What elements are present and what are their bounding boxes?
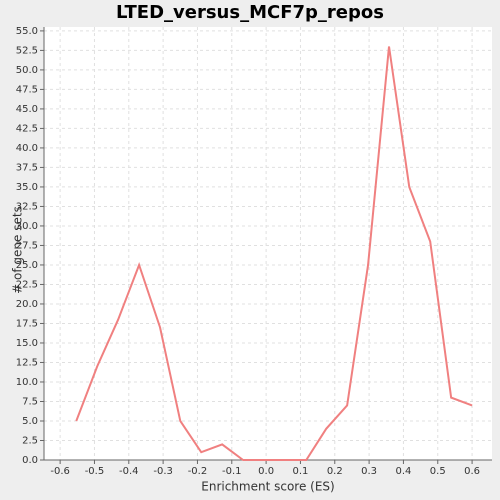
y-axis-label: # of gene sets [11,206,25,294]
y-tick-label: 42.5 [16,123,38,134]
y-tick-label: 2.5 [22,435,38,446]
x-tick-label: 0.1 [292,466,308,477]
y-tick-label: 5.0 [22,416,38,427]
plot-area [44,27,492,460]
chart-title: LTED_versus_MCF7p_repos [116,2,384,23]
x-axis-label: Enrichment score (ES) [201,480,334,494]
x-tick-label: 0.0 [258,466,274,477]
y-tick-label: 20.0 [16,299,38,310]
x-tick-label: 0.6 [464,466,480,477]
y-tick-label: 35.0 [16,182,38,193]
data-line [75,46,473,461]
y-tick-label: 7.5 [22,396,38,407]
x-tick-label: 0.5 [430,466,446,477]
x-tick-label: -0.2 [188,466,208,477]
x-tick-label: -0.1 [222,466,242,477]
y-tick-label: 32.5 [16,201,38,212]
y-tick-label: 25.0 [16,260,38,271]
y-tick-label: 10.0 [16,377,38,388]
y-tick-label: 47.5 [16,84,38,95]
x-tick-label: 0.4 [395,466,411,477]
y-tick-label: 40.0 [16,143,38,154]
x-tick-label: -0.4 [119,466,139,477]
x-tick-label: 0.2 [327,466,343,477]
x-tick-label: -0.6 [50,466,70,477]
y-tick-label: 45.0 [16,104,38,115]
y-tick-label: 22.5 [16,279,38,290]
y-tick-label: 27.5 [16,240,38,251]
x-tick-label: -0.3 [153,466,173,477]
y-tick-label: 50.0 [16,65,38,76]
x-tick-label: 0.3 [361,466,377,477]
y-tick-label: 52.5 [16,45,38,56]
y-tick-label: 15.0 [16,338,38,349]
x-tick-label: -0.5 [85,466,105,477]
y-tick-label: 17.5 [16,318,38,329]
y-tick-label: 30.0 [16,221,38,232]
y-tick-label: 37.5 [16,162,38,173]
y-tick-label: 55.0 [16,26,38,37]
y-tick-label: 0.0 [22,455,38,466]
y-tick-label: 12.5 [16,357,38,368]
